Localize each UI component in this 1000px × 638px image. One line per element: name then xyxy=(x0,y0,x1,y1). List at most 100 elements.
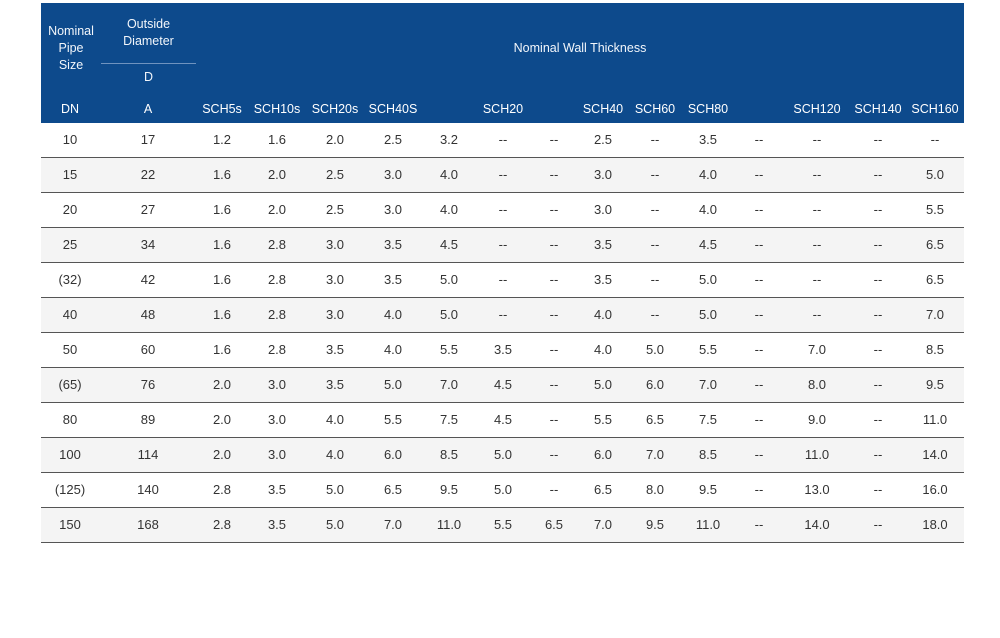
column-header: DN xyxy=(60,102,80,116)
table-cell: 3.5 xyxy=(267,517,287,532)
table-cell: 11.0 xyxy=(804,447,830,462)
table-cell: -- xyxy=(873,202,883,217)
table-cell: -- xyxy=(754,482,764,497)
table-cell: 168 xyxy=(137,517,159,532)
table-cell: 6.5 xyxy=(593,482,613,497)
table-cell: 4.0 xyxy=(383,307,403,322)
table-cell: 15 xyxy=(62,167,78,182)
table-cell: 9.5 xyxy=(439,482,459,497)
table-cell: -- xyxy=(754,307,764,322)
table-cell: 5.0 xyxy=(493,447,513,462)
table-cell: 6.0 xyxy=(383,447,403,462)
table-cell: -- xyxy=(754,167,764,182)
table-cell: -- xyxy=(549,342,559,357)
table-cell: -- xyxy=(812,237,822,252)
table-cell: 34 xyxy=(140,237,156,252)
table-cell: 20 xyxy=(62,202,78,217)
table-cell: 5.0 xyxy=(439,307,459,322)
table-cell: 7.0 xyxy=(645,447,665,462)
table-cell: 4.0 xyxy=(439,167,459,182)
table-cell: 27 xyxy=(140,202,156,217)
table-cell: 8.5 xyxy=(698,447,718,462)
outside-diameter-label: Outside Diameter xyxy=(101,16,196,50)
table-cell: 5.5 xyxy=(439,342,459,357)
table-cell: 4.0 xyxy=(325,412,345,427)
table-cell: 5.0 xyxy=(383,377,403,392)
table-cell: 150 xyxy=(59,517,81,532)
table-cell: 7.0 xyxy=(593,517,613,532)
table-cell: 11.0 xyxy=(922,412,948,427)
table-cell: 2.8 xyxy=(267,307,287,322)
table-cell: -- xyxy=(754,517,764,532)
table-cell: -- xyxy=(873,272,883,287)
table-cell: 18.0 xyxy=(922,517,948,532)
table-cell: 4.5 xyxy=(493,412,513,427)
table-cell: -- xyxy=(754,377,764,392)
table-cell: -- xyxy=(873,412,883,427)
table-cell: 8.5 xyxy=(925,342,945,357)
table-cell: 42 xyxy=(140,272,156,287)
column-header: SCH140 xyxy=(854,102,902,116)
table-cell: -- xyxy=(754,202,764,217)
table-cell: 4.5 xyxy=(698,237,718,252)
table-cell: 3.0 xyxy=(267,377,287,392)
table-cell: 80 xyxy=(62,412,78,427)
column-header: SCH40S xyxy=(368,102,418,116)
table-cell: 76 xyxy=(140,377,156,392)
table-cell: -- xyxy=(812,167,822,182)
column-header: SCH5s xyxy=(202,102,242,116)
column-header: A xyxy=(143,102,153,116)
table-cell: -- xyxy=(650,132,660,147)
column-header: SCH10s xyxy=(253,102,301,116)
table-cell: 7.0 xyxy=(925,307,945,322)
table-row: 25 34 1.6 2.8 3.0 3.5 4.5 -- -- 3.5 -- 4.5 -- -- -- 6.5 xyxy=(41,228,964,263)
table-row: (32) 42 1.6 2.8 3.0 3.5 5.0 -- -- 3.5 -- 5.0 -- -- -- 6… xyxy=(41,263,964,298)
table-cell: -- xyxy=(812,202,822,217)
table-cell: -- xyxy=(549,167,559,182)
column-header: SCH120 xyxy=(793,102,841,116)
table-cell: 5.0 xyxy=(493,482,513,497)
table-cell: 5.0 xyxy=(698,307,718,322)
table-cell: 4.0 xyxy=(439,202,459,217)
table-cell: -- xyxy=(873,482,883,497)
nominal-pipe-size-line: Pipe xyxy=(58,41,84,55)
table-cell: -- xyxy=(650,237,660,252)
table-cell: 2.5 xyxy=(383,132,403,147)
table-cell: -- xyxy=(498,132,508,147)
table-cell: 100 xyxy=(59,447,81,462)
table-row: 100 114 2.0 3.0 4.0 6.0 8.5 5.0 -- 6.0 7.0 8.5 -- 11.… xyxy=(41,438,964,473)
column-header: SCH20s xyxy=(311,102,359,116)
table-cell: 3.0 xyxy=(325,307,345,322)
table-row: 150 168 2.8 3.5 5.0 7.0 11.0 5.5 6.5 7.0 9.5 11.0 --… xyxy=(41,508,964,543)
nominal-pipe-size-label: Nominal Pipe Size xyxy=(41,23,101,74)
table-cell: -- xyxy=(549,132,559,147)
column-header: SCH20 xyxy=(482,102,524,116)
table-cell: -- xyxy=(873,342,883,357)
table-cell: -- xyxy=(498,202,508,217)
table-body: 10 17 1.2 1.6 2.0 2.5 3.2 -- -- 2.5 -- 3.5 -- -- -- -- 1… xyxy=(41,123,964,543)
table-cell: 4.0 xyxy=(383,342,403,357)
table-cell: 2.8 xyxy=(212,517,232,532)
table-cell: 11.0 xyxy=(695,517,721,532)
table-cell: 1.2 xyxy=(212,132,232,147)
table-cell: -- xyxy=(754,272,764,287)
table-cell: 2.0 xyxy=(267,202,287,217)
table-row: (65) 76 2.0 3.0 3.5 5.0 7.0 4.5 -- 5.0 6.0 7.0 -- 8.0… xyxy=(41,368,964,403)
table-cell: 3.0 xyxy=(383,167,403,182)
table-cell: -- xyxy=(549,307,559,322)
table-cell: (125) xyxy=(54,482,86,497)
table-cell: 11.0 xyxy=(436,517,462,532)
table-cell: 3.5 xyxy=(698,132,718,147)
outside-diameter-line: Outside xyxy=(126,17,171,31)
table-cell: 4.0 xyxy=(325,447,345,462)
table-cell: 3.5 xyxy=(593,237,613,252)
table-cell: 2.5 xyxy=(325,202,345,217)
table-cell: -- xyxy=(873,377,883,392)
table-cell: -- xyxy=(549,412,559,427)
table-cell: 3.0 xyxy=(267,447,287,462)
table-cell: -- xyxy=(650,167,660,182)
table-cell: 3.5 xyxy=(267,482,287,497)
table-cell: 50 xyxy=(62,342,78,357)
table-cell: -- xyxy=(549,377,559,392)
column-header: SCH60 xyxy=(634,102,676,116)
